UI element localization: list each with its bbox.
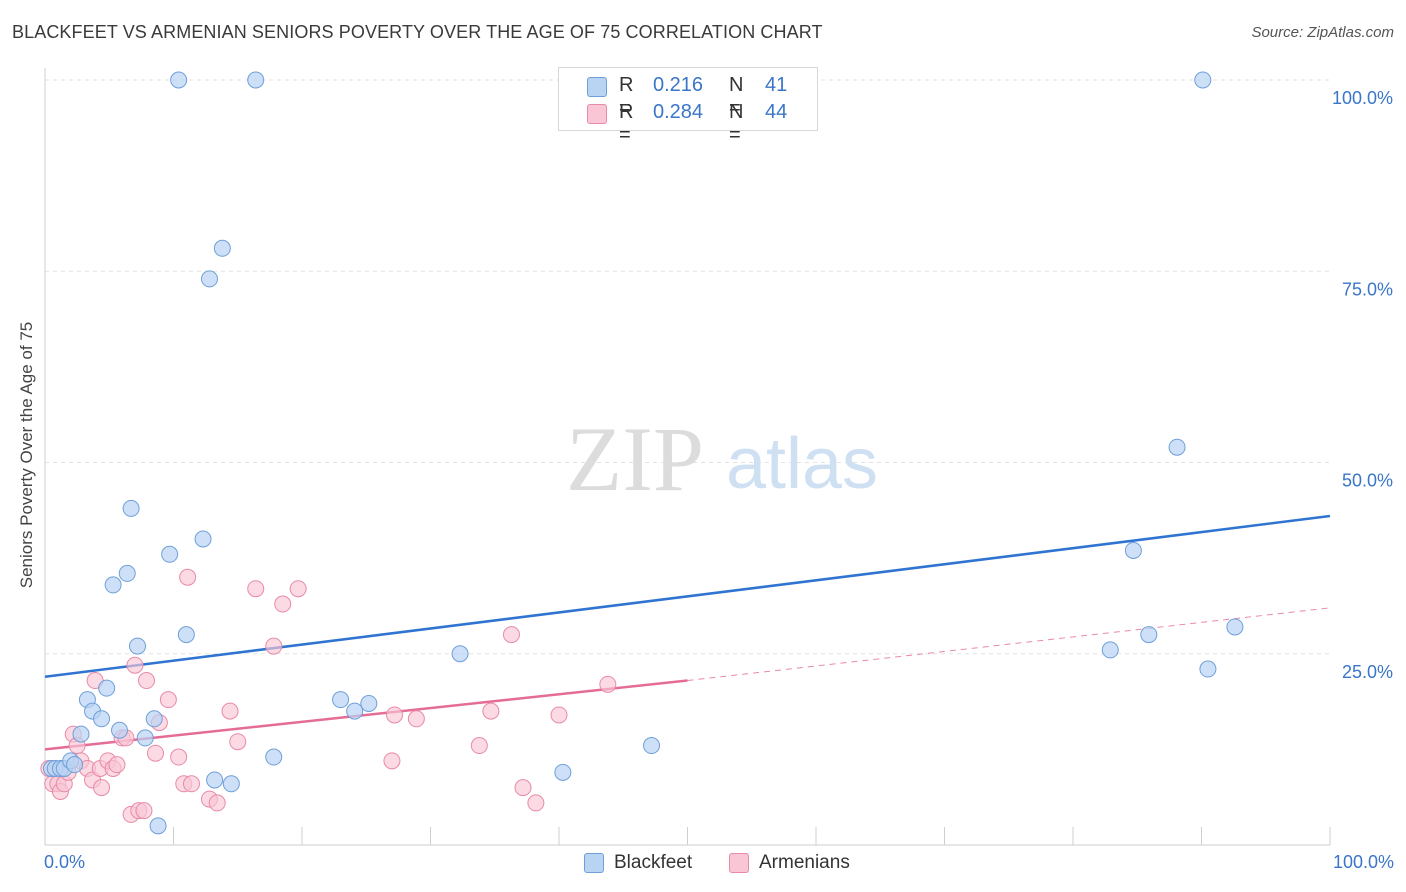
armenians-points: [40, 568, 617, 823]
blackfeet-point: [118, 564, 136, 582]
n-value: 41: [765, 74, 788, 96]
armenians-point: [550, 706, 568, 724]
blackfeet-point: [1168, 438, 1186, 456]
armenians-point: [386, 706, 404, 724]
blackfeet-point: [145, 710, 163, 728]
r-value: 0.216: [653, 74, 704, 96]
blackfeet-point: [360, 694, 378, 712]
watermark-atlas: atlas: [726, 424, 878, 504]
armenians-point: [599, 675, 617, 693]
blackfeet-point: [200, 270, 218, 288]
armenians-point: [135, 802, 153, 820]
blackfeet-trend-line: [44, 514, 1331, 678]
blackfeet-point: [346, 702, 364, 720]
blackfeet-point: [554, 763, 572, 781]
armenians-point: [229, 733, 247, 751]
legend-label: Armenians: [759, 852, 850, 873]
blackfeet-point: [194, 530, 212, 548]
armenians-point: [247, 580, 265, 598]
blackfeet-point: [170, 71, 188, 89]
blackfeet-point: [98, 679, 116, 697]
armenians-point: [514, 779, 532, 797]
x-tick-label-max: 100.0%: [1332, 852, 1394, 872]
blackfeet-point: [643, 737, 661, 755]
armenians-point: [182, 775, 200, 793]
armenians-point: [274, 595, 292, 613]
y-tick-labels: 25.0% 50.0% 75.0% 100.0%: [1332, 88, 1393, 682]
blackfeet-point: [136, 729, 154, 747]
armenians-point: [147, 744, 165, 762]
blackfeet-point: [177, 626, 195, 644]
armenians-point: [527, 794, 545, 812]
armenians-point: [93, 779, 111, 797]
armenians-point: [470, 737, 488, 755]
blackfeet-point: [1140, 626, 1158, 644]
armenians-point: [502, 626, 520, 644]
blackfeet-point: [122, 499, 140, 517]
armenians-swatch: [587, 104, 607, 124]
armenians-point: [482, 702, 500, 720]
y-tick-label: 50.0%: [1342, 471, 1393, 491]
armenians-point: [265, 637, 283, 655]
blackfeet-swatch: [584, 853, 604, 873]
blackfeet-point: [1101, 641, 1119, 659]
blackfeet-point: [1226, 618, 1244, 636]
r-label: R =: [619, 74, 634, 119]
blackfeet-point: [265, 748, 283, 766]
armenians-point: [138, 672, 156, 690]
blackfeet-point: [111, 721, 129, 739]
n-value: 44: [765, 101, 788, 123]
axes: [44, 68, 1331, 846]
chart-source: Source: ZipAtlas.com: [1251, 24, 1394, 41]
armenians-swatch: [729, 853, 749, 873]
x-tick-label-min: 0.0%: [44, 852, 86, 872]
correlation-legend: R = 0.216 N = 41 R = 0.284 N = 44: [558, 67, 818, 146]
blackfeet-point: [161, 545, 179, 563]
blackfeet-point: [66, 756, 84, 774]
armenians-point: [126, 656, 144, 674]
blackfeet-point: [1194, 71, 1212, 89]
blackfeet-point: [213, 239, 231, 257]
gridlines: [45, 79, 1330, 655]
blackfeet-point: [332, 691, 350, 709]
blackfeet-point: [1124, 541, 1142, 559]
n-label: N =: [729, 101, 744, 146]
armenians-point: [407, 710, 425, 728]
blackfeet-point: [104, 576, 122, 594]
y-tick-label: 100.0%: [1332, 88, 1393, 108]
y-tick-label: 75.0%: [1342, 279, 1393, 299]
armenians-point: [159, 691, 177, 709]
blackfeet-point: [206, 771, 224, 789]
watermark-zip: ZIP: [566, 408, 704, 510]
r-label: R =: [619, 101, 634, 146]
chart-title: BLACKFEET VS ARMENIAN SENIORS POVERTY OV…: [12, 22, 823, 42]
n-label: N =: [729, 74, 744, 119]
blackfeet-point: [247, 71, 265, 89]
blackfeet-point: [1199, 660, 1217, 678]
blackfeet-point: [451, 645, 469, 663]
watermark: ZIP atlas: [566, 408, 878, 510]
blackfeet-point: [222, 775, 240, 793]
y-tick-label: 25.0%: [1342, 662, 1393, 682]
armenians-point: [383, 752, 401, 770]
blackfeet-swatch: [587, 77, 607, 97]
armenians-point: [289, 580, 307, 598]
legend-label: Blackfeet: [614, 852, 693, 873]
blackfeet-point: [129, 637, 147, 655]
armenians-point: [170, 748, 188, 766]
blackfeet-point: [72, 725, 90, 743]
armenians-point: [221, 702, 239, 720]
blackfeet-points: [42, 71, 1244, 835]
armenians-point: [108, 756, 126, 774]
r-value: 0.284: [653, 101, 704, 123]
blackfeet-point: [93, 710, 111, 728]
armenians-point: [208, 794, 226, 812]
blackfeet-point: [149, 817, 167, 835]
armenians-trend-extension: [687, 607, 1331, 682]
armenians-point: [179, 568, 197, 586]
